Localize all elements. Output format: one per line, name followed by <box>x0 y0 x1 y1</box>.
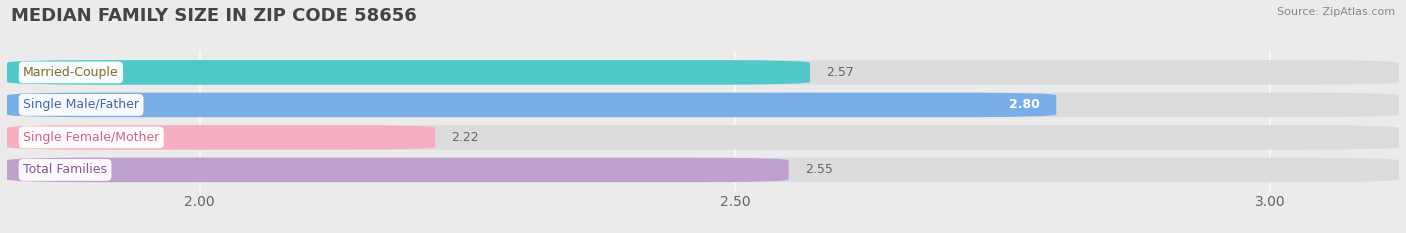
FancyBboxPatch shape <box>7 60 810 85</box>
FancyBboxPatch shape <box>7 125 436 150</box>
Text: Single Female/Mother: Single Female/Mother <box>22 131 159 144</box>
Text: Single Male/Father: Single Male/Father <box>22 98 139 111</box>
Text: 2.55: 2.55 <box>804 163 832 176</box>
Text: Total Families: Total Families <box>22 163 107 176</box>
Text: MEDIAN FAMILY SIZE IN ZIP CODE 58656: MEDIAN FAMILY SIZE IN ZIP CODE 58656 <box>11 7 418 25</box>
Text: 2.57: 2.57 <box>827 66 853 79</box>
Text: 2.80: 2.80 <box>1010 98 1040 111</box>
FancyBboxPatch shape <box>7 125 1399 150</box>
FancyBboxPatch shape <box>7 158 789 182</box>
FancyBboxPatch shape <box>7 93 1399 117</box>
FancyBboxPatch shape <box>7 60 1399 85</box>
Text: Source: ZipAtlas.com: Source: ZipAtlas.com <box>1277 7 1395 17</box>
FancyBboxPatch shape <box>7 158 1399 182</box>
FancyBboxPatch shape <box>7 93 1056 117</box>
Text: Married-Couple: Married-Couple <box>22 66 118 79</box>
Text: 2.22: 2.22 <box>451 131 479 144</box>
